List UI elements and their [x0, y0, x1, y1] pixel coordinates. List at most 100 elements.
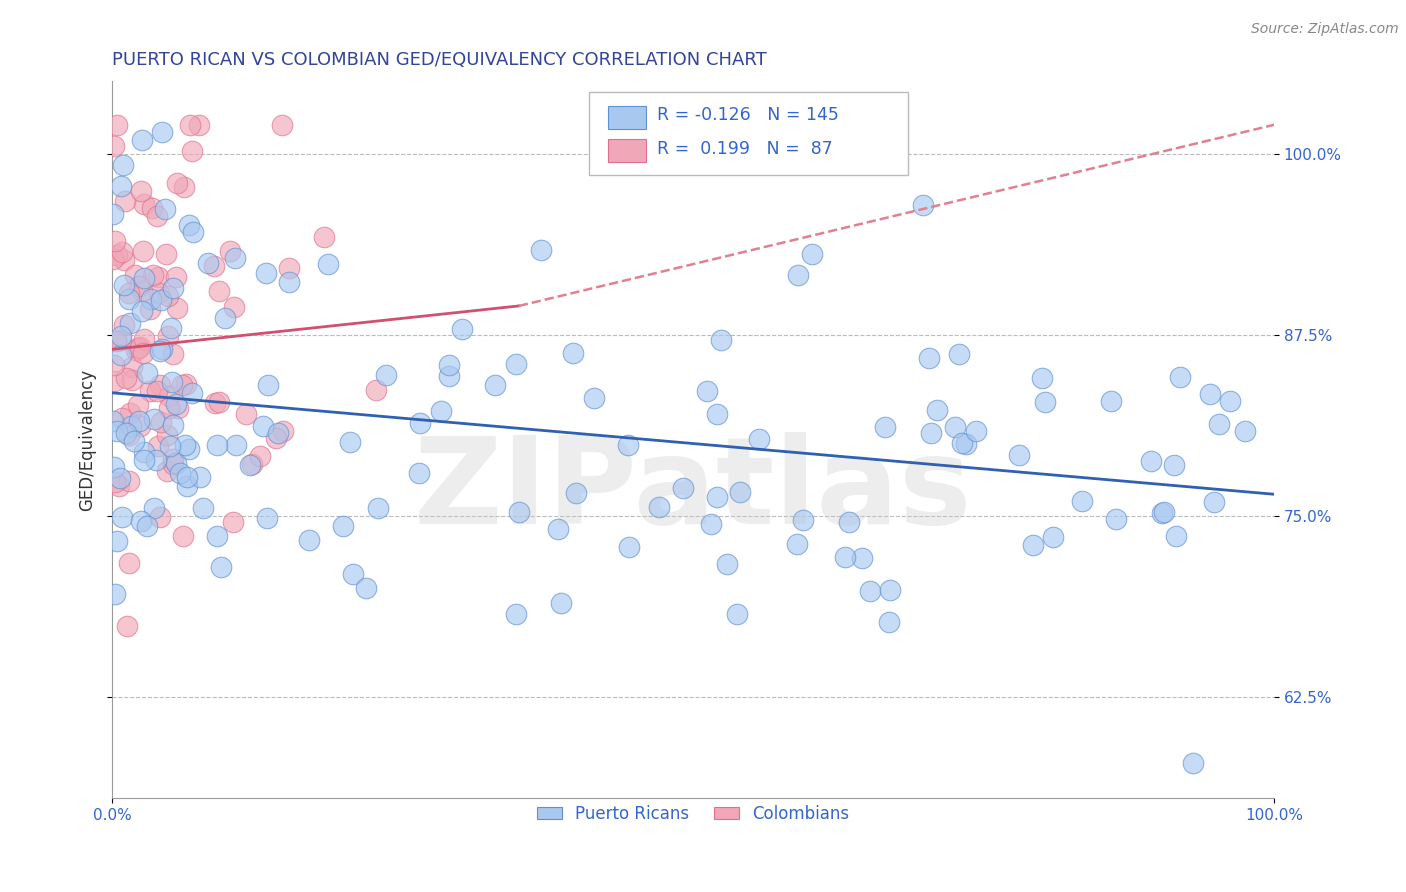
Point	[235, 407, 257, 421]
Point	[530, 243, 553, 257]
Point	[205, 437, 228, 451]
Point	[409, 416, 432, 430]
Point	[115, 619, 138, 633]
Point	[105, 424, 128, 438]
Point	[920, 425, 942, 440]
Point	[162, 347, 184, 361]
Point	[118, 293, 141, 307]
Point	[156, 464, 179, 478]
Text: Source: ZipAtlas.com: Source: ZipAtlas.com	[1251, 22, 1399, 37]
Point	[103, 375, 125, 389]
Point	[918, 351, 941, 365]
Point	[1198, 386, 1220, 401]
Text: ZIPatlas: ZIPatlas	[413, 432, 973, 549]
Point	[110, 348, 132, 362]
Point	[155, 246, 177, 260]
Point	[125, 343, 148, 357]
Point	[110, 179, 132, 194]
Point	[316, 257, 339, 271]
Point	[209, 560, 232, 574]
Point	[948, 346, 970, 360]
Point	[129, 340, 152, 354]
Point	[408, 466, 430, 480]
Point	[786, 537, 808, 551]
Point	[1099, 394, 1122, 409]
Point	[112, 253, 135, 268]
Point	[1031, 371, 1053, 385]
Point	[104, 334, 127, 349]
Point	[252, 419, 274, 434]
Point	[367, 501, 389, 516]
Point	[1218, 393, 1240, 408]
Point	[706, 491, 728, 505]
Point	[792, 513, 814, 527]
Point	[143, 500, 166, 515]
Point	[166, 176, 188, 190]
Point	[173, 180, 195, 194]
Point	[108, 471, 131, 485]
Point	[132, 345, 155, 359]
Point	[103, 139, 125, 153]
Point	[943, 420, 966, 434]
Point	[256, 511, 278, 525]
Point	[150, 293, 173, 307]
Point	[179, 218, 201, 232]
Point	[277, 260, 299, 275]
Point	[925, 403, 948, 417]
Point	[1164, 529, 1187, 543]
Point	[118, 428, 141, 442]
Text: R =  0.199   N =  87: R = 0.199 N = 87	[657, 140, 832, 159]
Point	[104, 234, 127, 248]
Point	[1140, 454, 1163, 468]
Point	[111, 244, 134, 259]
Point	[111, 510, 134, 524]
Point	[801, 247, 824, 261]
Point	[162, 281, 184, 295]
Point	[174, 438, 197, 452]
Point	[148, 286, 170, 301]
FancyBboxPatch shape	[609, 139, 645, 162]
Point	[950, 436, 973, 450]
Point	[139, 302, 162, 317]
Point	[222, 301, 245, 315]
Point	[136, 519, 159, 533]
Point	[342, 566, 364, 581]
Point	[159, 440, 181, 454]
Point	[166, 457, 188, 471]
Point	[162, 452, 184, 467]
Point	[879, 582, 901, 597]
Point	[150, 415, 173, 429]
Point	[157, 329, 180, 343]
Point	[339, 434, 361, 449]
Point	[107, 534, 129, 549]
Point	[249, 449, 271, 463]
Point	[132, 453, 155, 467]
Point	[179, 118, 201, 132]
Point	[834, 549, 856, 564]
Point	[176, 470, 198, 484]
Point	[1181, 756, 1204, 770]
Point	[955, 437, 977, 451]
Point	[129, 514, 152, 528]
Point	[117, 474, 139, 488]
Point	[118, 556, 141, 570]
Point	[219, 244, 242, 258]
Point	[153, 202, 176, 217]
FancyBboxPatch shape	[609, 106, 645, 129]
Y-axis label: GED/Equivalency: GED/Equivalency	[79, 369, 96, 511]
Point	[616, 438, 638, 452]
Point	[145, 453, 167, 467]
Point	[138, 384, 160, 399]
Point	[101, 207, 124, 221]
Point	[157, 389, 180, 403]
Point	[111, 411, 134, 425]
Point	[112, 318, 135, 332]
Point	[1008, 448, 1031, 462]
Point	[104, 586, 127, 600]
Point	[1153, 505, 1175, 519]
Point	[146, 209, 169, 223]
Point	[128, 279, 150, 293]
Point	[104, 475, 127, 489]
Point	[136, 366, 159, 380]
Point	[132, 271, 155, 285]
